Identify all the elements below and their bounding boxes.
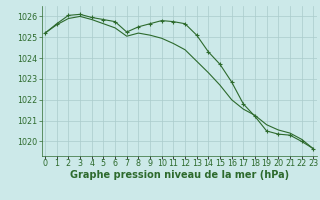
X-axis label: Graphe pression niveau de la mer (hPa): Graphe pression niveau de la mer (hPa) xyxy=(70,170,289,180)
